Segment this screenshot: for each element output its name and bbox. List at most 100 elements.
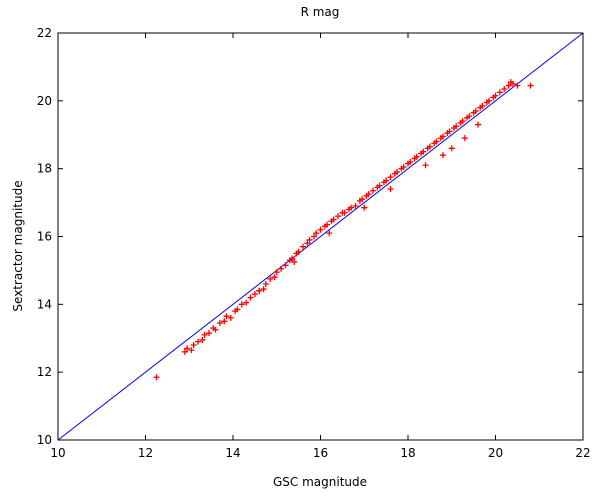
y-tick-label: 22 [37, 26, 52, 40]
y-tick-label: 20 [37, 94, 52, 108]
data-point [348, 204, 355, 211]
data-point [422, 162, 429, 169]
data-point [335, 213, 341, 220]
data-point [376, 182, 383, 189]
data-point [472, 108, 479, 115]
data-point [238, 301, 245, 308]
data-point [514, 82, 521, 89]
data-point [479, 102, 486, 109]
data-point [201, 331, 208, 338]
x-tick-label: 10 [50, 446, 65, 460]
data-point [273, 269, 280, 276]
data-point [466, 113, 473, 120]
data-point [387, 174, 394, 181]
data-point [413, 153, 420, 160]
chart-title: R mag [301, 5, 340, 19]
data-point [361, 204, 368, 211]
data-point [453, 123, 460, 130]
data-point [420, 148, 427, 155]
data-point [383, 177, 390, 184]
x-tick-label: 12 [138, 446, 153, 460]
data-point [306, 236, 313, 243]
data-point [352, 202, 359, 209]
data-point [247, 294, 254, 301]
data-point [507, 79, 514, 86]
data-point [317, 226, 324, 233]
data-point [492, 92, 499, 99]
data-point [216, 319, 223, 326]
x-tick-label: 22 [575, 446, 590, 460]
data-point [448, 145, 455, 152]
data-point [475, 121, 481, 128]
data-point [433, 138, 440, 145]
plot-area [57, 32, 584, 441]
data-point [326, 230, 333, 237]
data-point [394, 169, 401, 176]
y-axis-label: Sextractor magnitude [11, 180, 25, 311]
x-tick-label: 14 [225, 446, 240, 460]
data-point [496, 89, 503, 96]
data-point [446, 128, 453, 135]
data-point [324, 221, 331, 228]
data-point [300, 243, 306, 250]
data-point [205, 330, 212, 337]
data-point [485, 97, 492, 104]
data-point [461, 135, 468, 142]
data-point [341, 209, 348, 216]
y-tick-label: 10 [37, 433, 52, 447]
data-point [195, 338, 201, 345]
data-point [310, 233, 317, 240]
y-tick-label: 12 [37, 365, 52, 379]
data-point [440, 133, 446, 140]
data-point [153, 374, 160, 381]
y-tick-label: 16 [37, 230, 52, 244]
data-point [330, 216, 337, 223]
data-point [181, 348, 188, 355]
data-point [304, 240, 311, 247]
data-point [262, 280, 269, 287]
data-point [501, 85, 508, 92]
data-point [359, 196, 366, 203]
data-point [440, 152, 446, 159]
data-point [184, 345, 191, 352]
data-point [282, 262, 289, 269]
reference-line [57, 32, 584, 441]
data-point [212, 326, 219, 333]
data-point [370, 187, 376, 194]
data-point [459, 118, 466, 125]
data-point [291, 258, 298, 265]
data-point [243, 299, 250, 306]
data-point [188, 347, 195, 354]
x-axis: 10 12 14 16 18 20 22 [50, 33, 591, 460]
data-point [387, 186, 394, 193]
data-point [223, 313, 230, 320]
data-point [295, 248, 302, 255]
data-point [221, 318, 228, 325]
x-tick-label: 16 [313, 446, 328, 460]
data-point [199, 336, 206, 343]
x-tick-label: 20 [488, 446, 503, 460]
data-point [289, 255, 296, 262]
data-point [278, 265, 285, 272]
data-point [271, 274, 278, 281]
data-point [227, 314, 234, 321]
y-axis: 10 12 14 16 18 20 22 [37, 26, 583, 447]
data-point [234, 306, 241, 313]
data-points [153, 79, 534, 381]
data-point [267, 275, 274, 282]
y-tick-label: 18 [37, 162, 52, 176]
data-point [260, 286, 267, 293]
data-point [313, 230, 320, 237]
data-point [407, 158, 414, 165]
y-tick-label: 14 [37, 297, 52, 311]
data-point [527, 82, 534, 89]
data-point [505, 82, 512, 89]
x-tick-label: 18 [400, 446, 415, 460]
data-point [400, 163, 407, 170]
data-point [365, 191, 372, 198]
data-point [426, 143, 433, 150]
data-point [251, 291, 258, 298]
data-point [256, 287, 263, 294]
data-point [190, 342, 197, 349]
